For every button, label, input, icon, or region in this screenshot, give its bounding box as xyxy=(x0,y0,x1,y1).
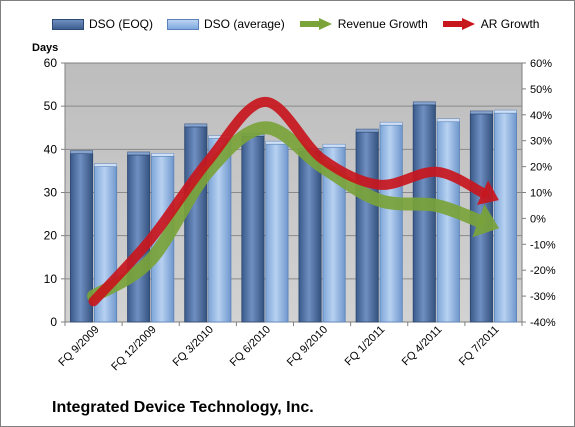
legend-item-dso-eoq: DSO (EOQ) xyxy=(52,17,153,31)
legend: DSO (EOQ) DSO (average) Revenue Growth A… xyxy=(52,17,553,31)
legend-arrow-revenue-growth-icon xyxy=(299,18,332,30)
bar-dso-average-top xyxy=(436,118,460,122)
y-tick-label: 60 xyxy=(44,56,58,70)
legend-swatch-dso-average xyxy=(167,18,200,30)
legend-label-dso-average: DSO (average) xyxy=(204,17,285,31)
bar-dso-average-top xyxy=(322,143,346,148)
legend-swatch-dso-eoq xyxy=(52,18,84,30)
bar-dso-eoq-top xyxy=(127,151,151,156)
x-tick-label: FQ 9/2009 xyxy=(56,324,101,369)
x-tick-label: FQ 4/2011 xyxy=(400,324,445,369)
bar-dso-eoq xyxy=(241,135,265,323)
y-tick-label: 50 xyxy=(44,99,58,113)
x-tick-label: FQ 6/2010 xyxy=(228,324,273,369)
bar-dso-eoq-top xyxy=(355,128,379,133)
ar-growth-arrow-line xyxy=(88,96,488,307)
bar-dso-average xyxy=(379,124,403,323)
y2-tick-label: 0% xyxy=(530,213,546,225)
y2-tick-label: 20% xyxy=(530,162,552,174)
revenue-growth-arrow-line xyxy=(87,121,485,303)
bar-dso-eoq xyxy=(298,151,322,323)
bar-dso-eoq-top xyxy=(70,150,93,154)
y2-tick-label: 30% xyxy=(530,136,552,148)
bar-dso-eoq-top xyxy=(470,110,493,115)
y2-tick-label: 50% xyxy=(530,84,552,96)
x-tick-label: FQ 9/2010 xyxy=(285,324,330,369)
y2-tick-label: -20% xyxy=(530,265,556,277)
y2-tick-label: 60% xyxy=(530,58,552,70)
bar-dso-average-top xyxy=(151,152,175,157)
y2-tick-label: 10% xyxy=(530,188,552,200)
legend-item-dso-average: DSO (average) xyxy=(167,17,285,31)
ar-growth-arrow-arrowhead xyxy=(476,180,499,206)
y-tick-label: 30 xyxy=(44,186,58,200)
legend-label-dso-eoq: DSO (EOQ) xyxy=(89,17,154,31)
legend-arrow-ar-growth-icon xyxy=(442,18,475,30)
bar-dso-eoq xyxy=(412,104,436,323)
x-tick-label: FQ 3/2010 xyxy=(171,324,216,369)
legend-item-revenue-growth: Revenue Growth xyxy=(299,17,428,31)
y-tick-label: 10 xyxy=(44,272,58,286)
bar-dso-eoq xyxy=(355,131,379,323)
bar-dso-average xyxy=(265,143,289,323)
x-tick-label: FQ 7/2011 xyxy=(457,324,502,369)
y-tick-label: 40 xyxy=(44,142,58,156)
bar-dso-average xyxy=(436,121,460,323)
y2-tick-label: -30% xyxy=(530,291,556,303)
y-tick-label: 0 xyxy=(50,315,57,329)
y-axis-title: Days xyxy=(32,42,59,54)
bar-dso-average-top xyxy=(94,163,117,167)
y2-tick-label: -10% xyxy=(530,239,556,251)
x-tick-label: FQ 1/2011 xyxy=(343,324,388,369)
y2-tick-label: -40% xyxy=(530,317,556,329)
bar-dso-eoq-top xyxy=(184,123,208,128)
bar-dso-average xyxy=(493,112,517,323)
legend-label-revenue-growth: Revenue Growth xyxy=(337,17,428,31)
bar-dso-eoq xyxy=(184,126,208,323)
bar-dso-eoq-top xyxy=(412,101,436,106)
x-tick-label: FQ 12/2009 xyxy=(109,324,159,374)
y2-tick-label: 40% xyxy=(530,110,552,122)
legend-item-ar-growth: AR Growth xyxy=(442,17,540,31)
chart-title: Integrated Device Technology, Inc. xyxy=(52,399,314,416)
bar-dso-average-top xyxy=(379,121,403,126)
revenue-growth-arrow-arrowhead xyxy=(472,204,500,238)
y-tick-label: 20 xyxy=(44,229,58,243)
bar-dso-average-top xyxy=(494,109,517,114)
legend-label-ar-growth: AR Growth xyxy=(480,17,540,31)
